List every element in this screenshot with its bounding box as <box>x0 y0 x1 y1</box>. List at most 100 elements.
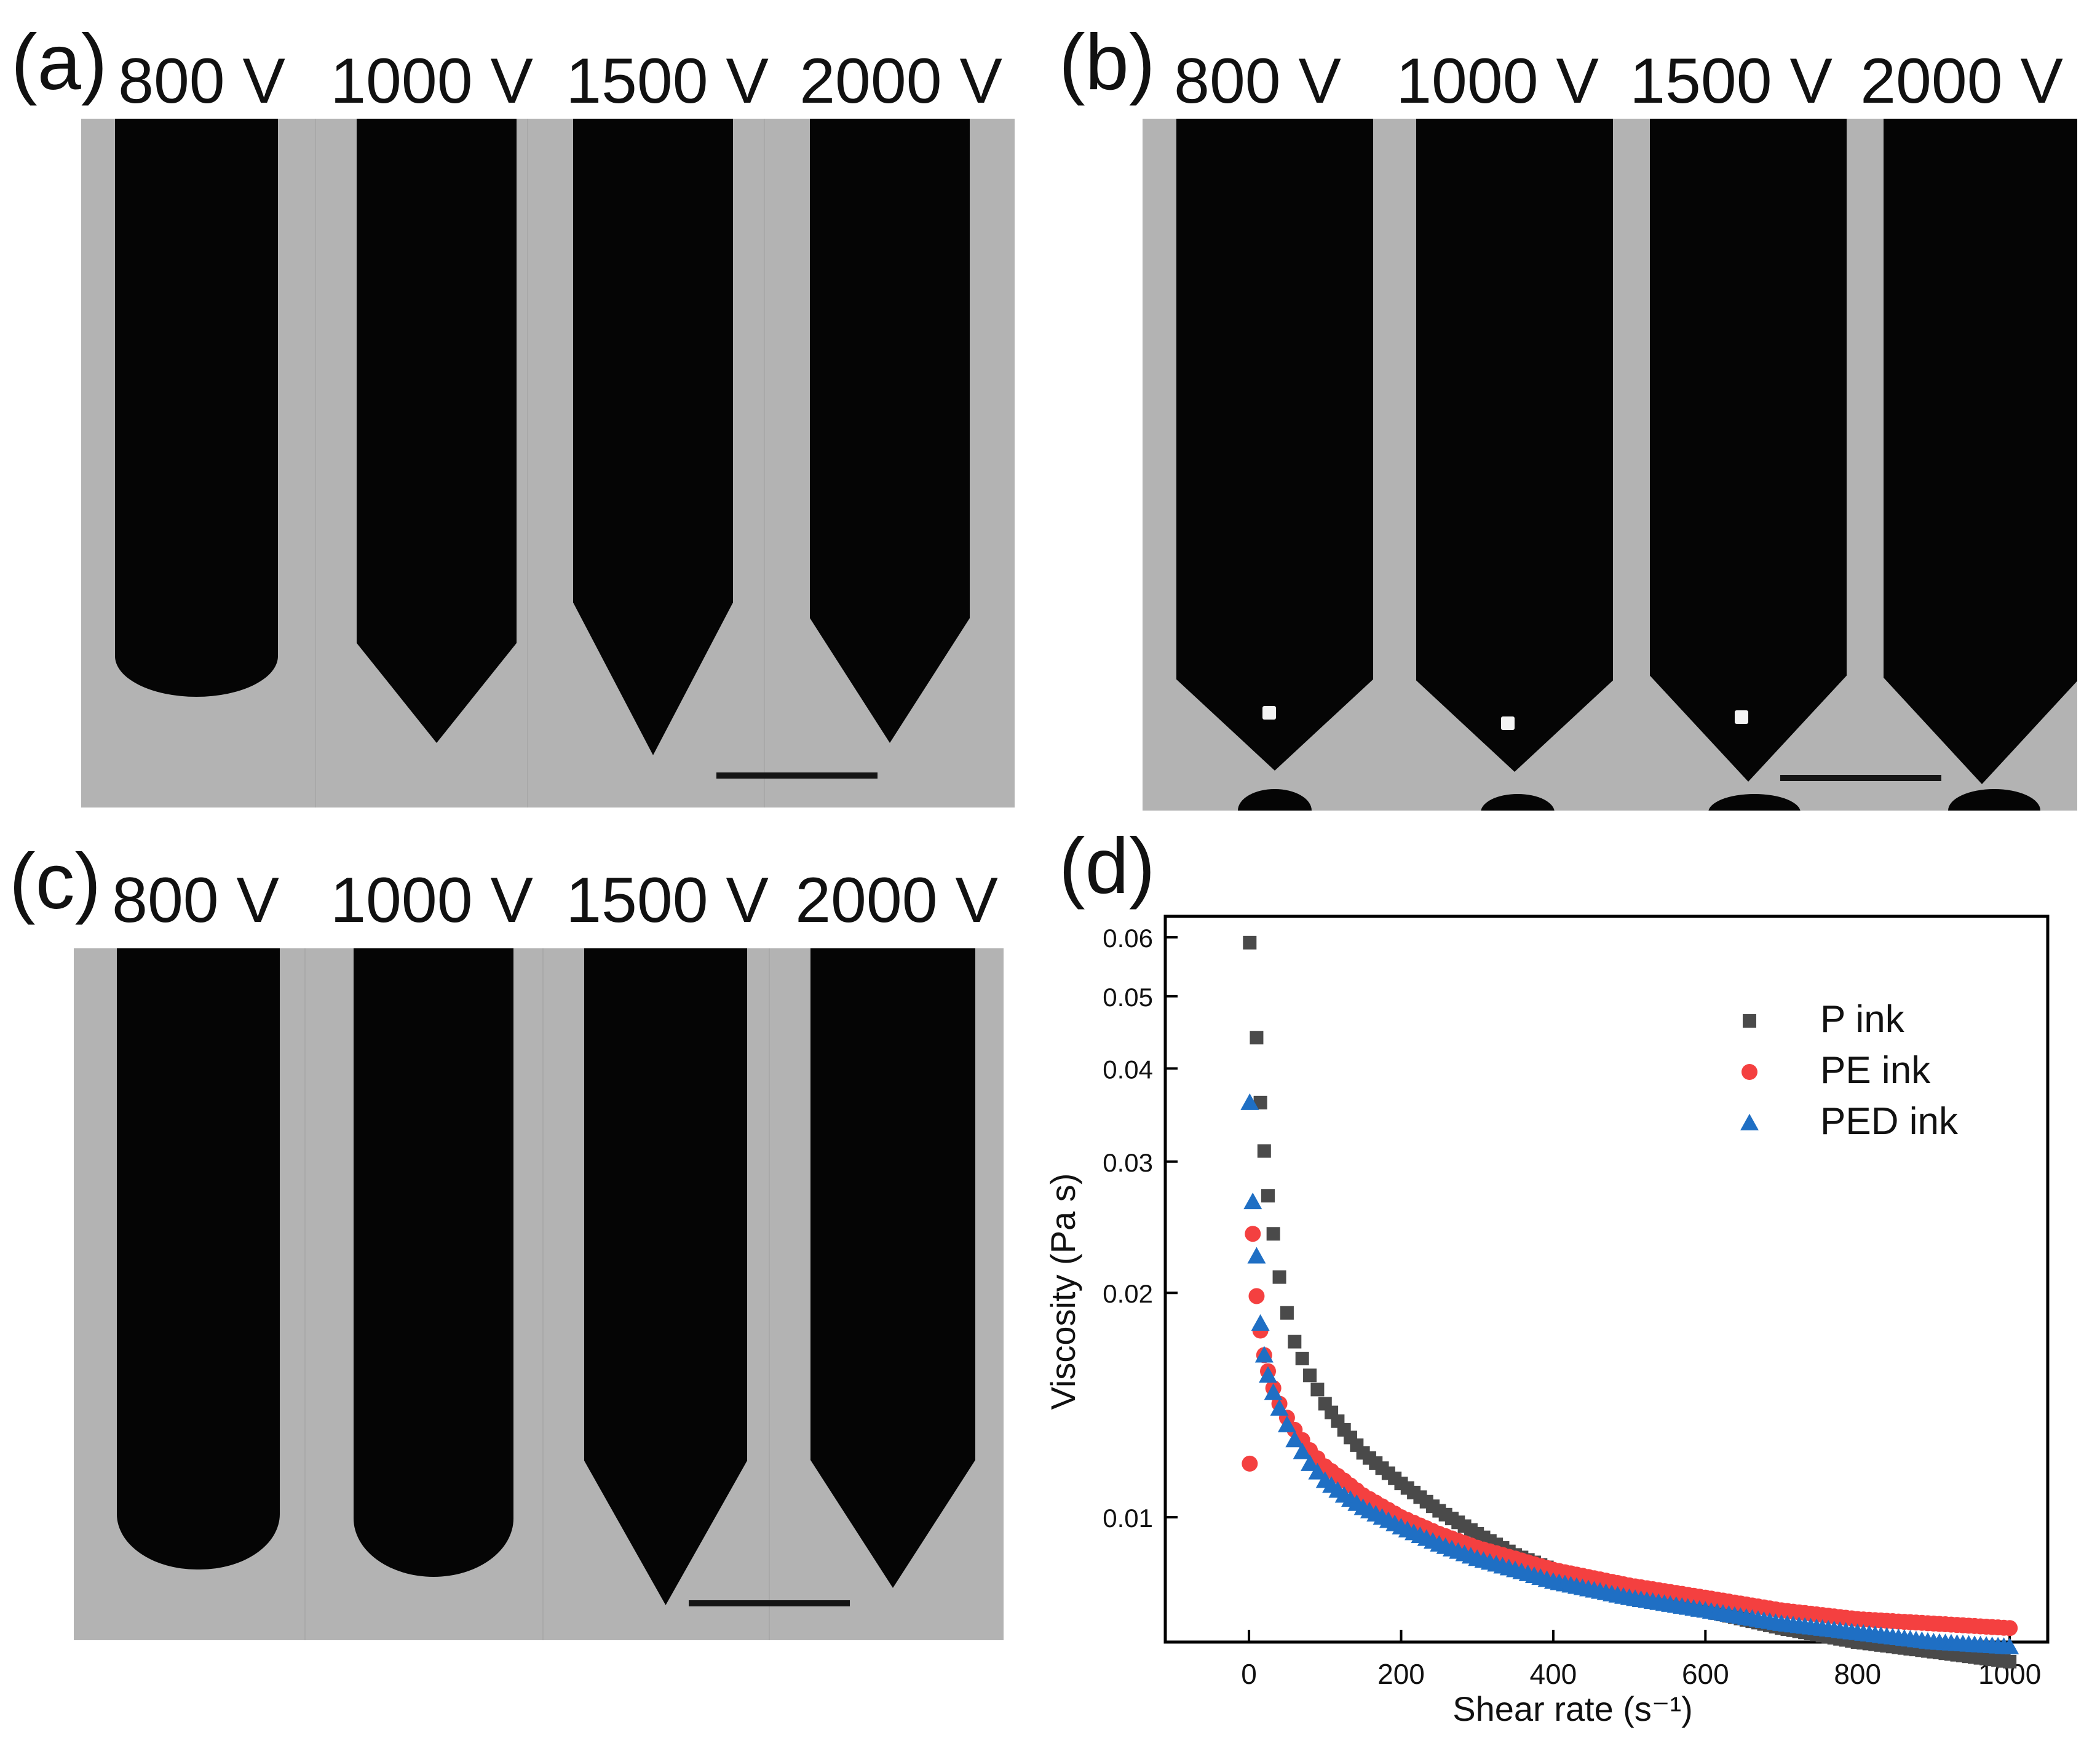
panel-a-label: (a) <box>11 18 108 106</box>
data-point <box>1266 1227 1280 1241</box>
data-point <box>1696 1601 1715 1618</box>
x-tick-label: 800 <box>1834 1658 1881 1690</box>
data-point <box>1430 1534 1449 1552</box>
scale-bar <box>1780 775 1941 781</box>
y-tick-label: 0.05 <box>1103 983 1153 1012</box>
legend-label: P ink <box>1820 998 1905 1041</box>
data-point <box>1848 1623 1867 1640</box>
data-point <box>1432 1504 1446 1518</box>
x-tick-label: 0 <box>1241 1658 1257 1690</box>
data-point <box>1506 1560 1525 1577</box>
y-tick-label: 0.04 <box>1103 1055 1153 1084</box>
data-point <box>1621 1577 1638 1593</box>
legend-marker <box>1740 1114 1759 1130</box>
y-tick-label: 0.02 <box>1103 1279 1153 1308</box>
data-point <box>1468 1549 1487 1566</box>
x-tick-label: 600 <box>1682 1658 1729 1690</box>
panel-c-voltage-3: 1500 V <box>566 865 769 936</box>
frame-divider <box>527 119 528 807</box>
data-point <box>1336 1472 1352 1489</box>
data-point <box>1295 1351 1309 1365</box>
taylor-cone-1500v <box>1650 119 1847 782</box>
data-point <box>1318 1397 1332 1411</box>
data-point <box>1545 1561 1561 1578</box>
panel-b-voltage-2: 1000 V <box>1396 46 1599 117</box>
data-point <box>1293 1442 1312 1459</box>
panel-a-voltage-1: 800 V <box>118 46 285 117</box>
data-point <box>1773 1602 1790 1619</box>
scale-bar <box>716 772 878 779</box>
panel-c-label: (c) <box>9 838 101 926</box>
data-point <box>1849 1611 1866 1627</box>
frame-divider <box>304 948 306 1640</box>
data-point <box>1280 1306 1294 1320</box>
data-point <box>1264 1383 1283 1400</box>
data-point <box>1543 1572 1563 1589</box>
data-point <box>1250 1031 1264 1045</box>
data-point <box>1925 1615 1942 1632</box>
data-point <box>1924 1633 1943 1649</box>
legend-marker <box>1741 1064 1757 1080</box>
x-axis-label: Shear rate (s⁻¹) <box>1452 1689 1693 1728</box>
x-tick-label: 200 <box>1377 1658 1425 1690</box>
data-point <box>1257 1144 1271 1158</box>
data-point <box>1334 1486 1353 1503</box>
legend-label: PE ink <box>1820 1049 1931 1092</box>
data-point <box>1315 1471 1334 1488</box>
data-point <box>1772 1614 1791 1631</box>
data-point <box>1251 1314 1270 1331</box>
frame-divider <box>769 948 770 1640</box>
panel-a-micrograph <box>81 119 1015 807</box>
panel-b-micrograph <box>1143 119 2077 811</box>
taylor-cone-2000v <box>810 948 975 1588</box>
data-point <box>1392 1518 1411 1535</box>
data-point <box>1272 1270 1286 1284</box>
droplet-1000v <box>1416 119 1613 772</box>
legend-marker <box>1743 1014 1756 1028</box>
data-point <box>1270 1399 1289 1416</box>
panel-b-voltage-1: 800 V <box>1174 46 1341 117</box>
data-point <box>1620 1588 1639 1605</box>
data-point <box>2003 1654 2017 1669</box>
data-point <box>1253 1095 1267 1109</box>
series-ped-ink <box>1240 1093 2019 1654</box>
data-point <box>1240 1093 1259 1110</box>
droplet-reflection <box>1735 710 1748 724</box>
data-point <box>1285 1430 1304 1448</box>
droplet-meniscus-1000v <box>354 948 513 1577</box>
data-point <box>2002 1620 2018 1637</box>
data-point <box>1261 1189 1275 1203</box>
data-point <box>1394 1477 1408 1491</box>
data-point <box>1470 1527 1484 1541</box>
panel-b-label: (b) <box>1059 18 1155 106</box>
data-point <box>1243 1192 1262 1210</box>
panel-a-voltage-3: 1500 V <box>566 46 769 117</box>
data-point <box>1353 1498 1373 1515</box>
taylor-cone-1500v <box>573 119 733 755</box>
panel-c-micrograph <box>74 948 1004 1640</box>
series-p-ink <box>1243 935 2017 1669</box>
panel-b-voltage-4: 2000 V <box>1860 46 2063 117</box>
data-point <box>1301 1454 1320 1471</box>
panel-a-voltage-2: 1000 V <box>330 46 533 117</box>
data-point <box>1697 1589 1714 1606</box>
y-tick-label: 0.03 <box>1103 1148 1153 1177</box>
y-tick-label: 0.01 <box>1103 1504 1153 1533</box>
droplet-reflection <box>1501 716 1515 730</box>
y-axis-label: Viscosity (Pa s) <box>1044 1173 1082 1410</box>
panel-d-label: (d) <box>1059 822 1155 910</box>
panel-c-voltage-4: 2000 V <box>795 865 998 936</box>
taylor-cone-1000v <box>357 119 517 743</box>
scale-bar <box>689 1600 850 1606</box>
series-pe-ink <box>1242 1226 2018 1637</box>
y-tick-label: 0.06 <box>1103 924 1153 953</box>
data-point <box>2000 1637 2019 1654</box>
taylor-cone-2000v <box>810 119 970 743</box>
data-point <box>1254 1346 1274 1363</box>
droplet-reflection <box>1262 706 1276 720</box>
data-point <box>1303 1368 1317 1383</box>
frame-divider <box>542 948 544 1640</box>
legend-label: PED ink <box>1820 1100 1959 1143</box>
data-point <box>1277 1415 1296 1432</box>
